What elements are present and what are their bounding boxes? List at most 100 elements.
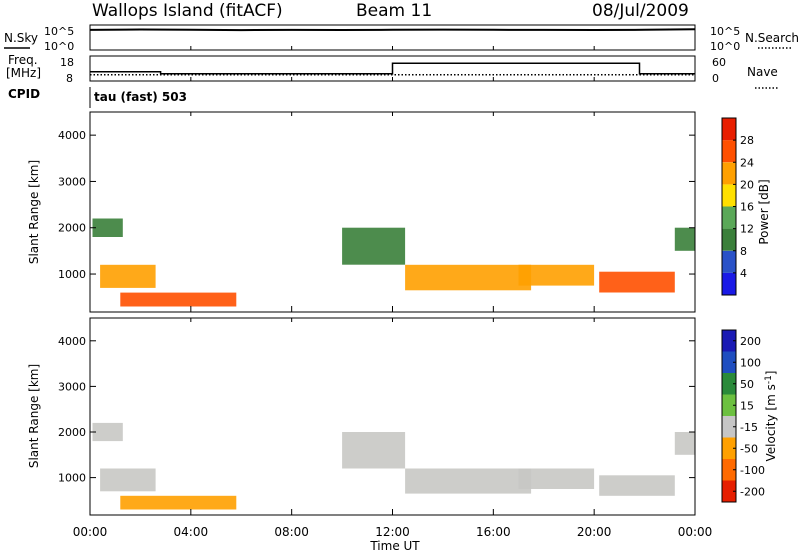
velocity-colorbar-tick-label-4: -15: [740, 421, 758, 434]
power-colorbar-swatch-6: [722, 140, 736, 163]
velocity-colorbar-swatch-0: [722, 480, 736, 502]
velocity-data: [92, 422, 695, 510]
velocity-region-1: [100, 468, 156, 492]
freq-series-line: [90, 62, 695, 75]
velocity-ytick-label-3: 4000: [58, 335, 86, 348]
velocity-region-7: [674, 432, 695, 455]
x-tick-label-2: 08:00: [274, 525, 309, 539]
velocity-region-3: [342, 432, 406, 469]
velocity-colorbar-frame: [721, 329, 737, 503]
x-tick-label-6: 00:00: [678, 525, 713, 539]
velocity-colorbar-swatch-4: [722, 394, 736, 416]
velocity-colorbar-swatch-6: [722, 351, 736, 373]
station-title: Wallops Island (fitACF): [92, 1, 283, 21]
velocity-colorbar-tick-label-2: 50: [740, 378, 754, 391]
power-colorbar-swatch-1: [722, 250, 736, 273]
freq-tick-bottom: 8: [66, 72, 73, 85]
velocity-region-0: [92, 422, 123, 442]
nsearch-label: N.Search: [745, 31, 799, 45]
power-region-2: [120, 292, 237, 307]
cpid-value: tau (fast) 503: [94, 90, 187, 104]
power-region-0: [92, 218, 123, 237]
velocity-region-4: [405, 468, 532, 494]
power-colorbar-swatch-0: [722, 272, 736, 295]
power-colorbar-tick-label-0: 4: [740, 267, 747, 280]
velocity-colorbar-swatch-2: [722, 437, 736, 459]
power-y-axis: 1000 2000 3000 4000: [58, 129, 695, 281]
velocity-region-2: [120, 495, 237, 510]
power-region-4: [405, 264, 532, 291]
power-colorbar-tick-label-2: 12: [740, 223, 754, 236]
noise-tick-left-bottom: 10^0: [44, 40, 74, 53]
velocity-panel-bg: [90, 318, 695, 515]
power-region-3: [342, 227, 406, 265]
velocity-region-6: [599, 475, 675, 496]
power-region-7: [674, 227, 695, 251]
noise-tick-right-top: 10^5: [710, 25, 740, 38]
nsky-series-line: [89, 28, 696, 32]
power-colorbar-swatch-5: [722, 162, 736, 185]
nsky-label: N.Sky: [4, 31, 38, 45]
x-tick-label-5: 20:00: [577, 525, 612, 539]
power-colorbar-swatch-7: [722, 118, 736, 141]
freq-label-line2: [MHz]: [6, 66, 41, 80]
nave-tick-bottom: 0: [712, 72, 719, 85]
power-panel-bg: [90, 112, 695, 312]
noise-plot: [89, 27, 696, 48]
velocity-colorbar-label: Velocity [m s-1]: [764, 371, 778, 462]
time-x-axis: 00:00 04:00 08:00 12:00 16:00 20:00 00:00: [73, 46, 713, 539]
velocity-ylabel: Slant Range [km]: [27, 364, 41, 468]
power-data: [92, 218, 695, 307]
velocity-colorbar-tick-label-1: 100: [740, 356, 761, 369]
x-tick-label-0: 00:00: [73, 525, 108, 539]
freq-plot: [90, 62, 695, 76]
power-ylabel: Slant Range [km]: [27, 160, 41, 264]
velocity-ytick-label-1: 2000: [58, 426, 86, 439]
power-region-5: [518, 264, 595, 286]
power-colorbar-label: Power [dB]: [757, 179, 771, 244]
velocity-colorbar-tick-label-7: -200: [740, 485, 765, 498]
power-colorbar-swatch-4: [722, 184, 736, 207]
velocity-colorbar-tick-label-3: 15: [740, 399, 754, 412]
power-colorbar: 4 8 12 16 20 24 28: [721, 117, 754, 296]
date-title: 08/Jul/2009: [592, 1, 689, 21]
power-region-6: [599, 271, 675, 293]
velocity-unit-close: ]: [764, 371, 778, 376]
freq-tick-top: 18: [60, 56, 74, 69]
velocity-colorbar-tick-label-6: -100: [740, 464, 765, 477]
power-colorbar-swatch-3: [722, 206, 736, 229]
x-tick-label-3: 12:00: [375, 525, 410, 539]
x-tick-label-4: 16:00: [476, 525, 511, 539]
velocity-unit-exponent: -1: [764, 375, 774, 384]
nave-label: Nave: [747, 65, 778, 79]
velocity-ytick-label-0: 1000: [58, 472, 86, 485]
velocity-colorbar-tick-label-5: -50: [740, 442, 758, 455]
velocity-colorbar: 200 100 50 15 -15 -50 -100 -200: [721, 329, 765, 503]
velocity-colorbar-swatch-5: [722, 373, 736, 395]
power-ytick-label-2: 3000: [58, 175, 86, 188]
power-colorbar-tick-label-1: 8: [740, 245, 747, 258]
velocity-colorbar-tick-label-0: 200: [740, 335, 761, 348]
noise-tick-right-bottom: 10^0: [710, 40, 740, 53]
cpid-label: CPID: [8, 87, 40, 101]
velocity-y-axis: 1000 2000 3000 4000: [58, 335, 695, 485]
velocity-ytick-label-2: 3000: [58, 380, 86, 393]
nave-tick-top: 60: [712, 56, 726, 69]
power-colorbar-tick-label-5: 24: [740, 156, 754, 169]
power-ytick-label-0: 1000: [58, 268, 86, 281]
power-colorbar-tick-label-3: 16: [740, 201, 754, 214]
power-ytick-label-1: 2000: [58, 222, 86, 235]
velocity-colorbar-swatch-7: [722, 330, 736, 352]
velocity-colorbar-swatch-1: [722, 459, 736, 481]
power-region-1: [100, 264, 156, 288]
velocity-region-5: [518, 468, 595, 489]
x-tick-label-1: 04:00: [174, 525, 209, 539]
power-colorbar-tick-label-6: 28: [740, 134, 754, 147]
x-axis-label: Time UT: [369, 539, 420, 553]
power-colorbar-swatch-2: [722, 228, 736, 251]
freq-label-line1: Freq.: [8, 53, 38, 67]
power-colorbar-tick-label-4: 20: [740, 178, 754, 191]
noise-tick-left-top: 10^5: [44, 25, 74, 38]
beam-title: Beam 11: [356, 1, 432, 21]
